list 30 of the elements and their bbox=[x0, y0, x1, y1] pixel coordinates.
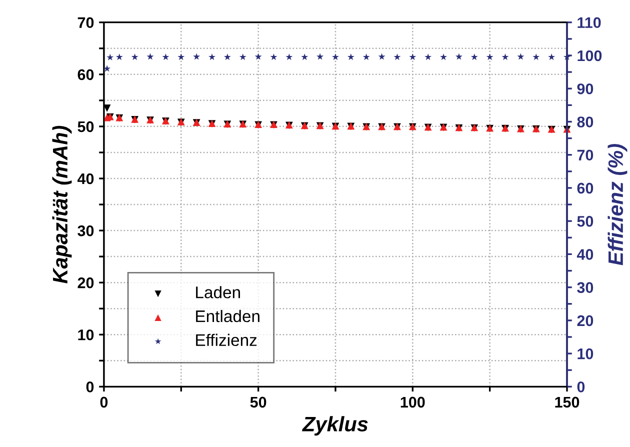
y-tick-label: 50 bbox=[78, 121, 94, 132]
x-tick-label: 0 bbox=[100, 396, 108, 408]
y2-tick-label: 90 bbox=[577, 83, 594, 94]
y2-tick-label: 110 bbox=[578, 17, 601, 28]
y2-tick-label: 80 bbox=[577, 116, 594, 128]
legend-label: Laden bbox=[196, 286, 240, 298]
x-tick-label: 50 bbox=[250, 396, 266, 408]
y-tick-label: 70 bbox=[78, 17, 94, 28]
y-tick-label: 30 bbox=[78, 225, 94, 236]
y2-tick-label: 40 bbox=[576, 249, 594, 260]
y2-tick-label: 50 bbox=[577, 216, 594, 227]
y-tick-label: 20 bbox=[78, 277, 94, 288]
x-axis-title: Zyklus bbox=[302, 416, 368, 436]
y2-tick-label: 100 bbox=[578, 50, 602, 62]
legend-label: Effizienz bbox=[196, 334, 257, 346]
y2-tick-label: 60 bbox=[577, 182, 594, 194]
x-tick-label: 100 bbox=[400, 396, 425, 408]
y-axis-title: Kapazität (mAh) bbox=[52, 126, 72, 284]
legend-label: Entladen bbox=[196, 310, 260, 322]
y2-tick-label: 30 bbox=[577, 282, 594, 294]
y2-axis-title: Effizienz (%) bbox=[608, 144, 628, 266]
y-tick-label: 0 bbox=[86, 382, 94, 392]
x-tick-label: 150 bbox=[555, 396, 580, 408]
y-tick-label: 60 bbox=[78, 69, 94, 80]
y-tick-label: 10 bbox=[78, 329, 94, 340]
y-tick-label: 40 bbox=[77, 173, 94, 184]
y2-tick-label: 20 bbox=[577, 315, 594, 326]
y2-tick-label: 10 bbox=[578, 348, 594, 360]
y2-tick-label: 0 bbox=[577, 382, 585, 392]
y2-tick-label: 70 bbox=[577, 150, 594, 161]
